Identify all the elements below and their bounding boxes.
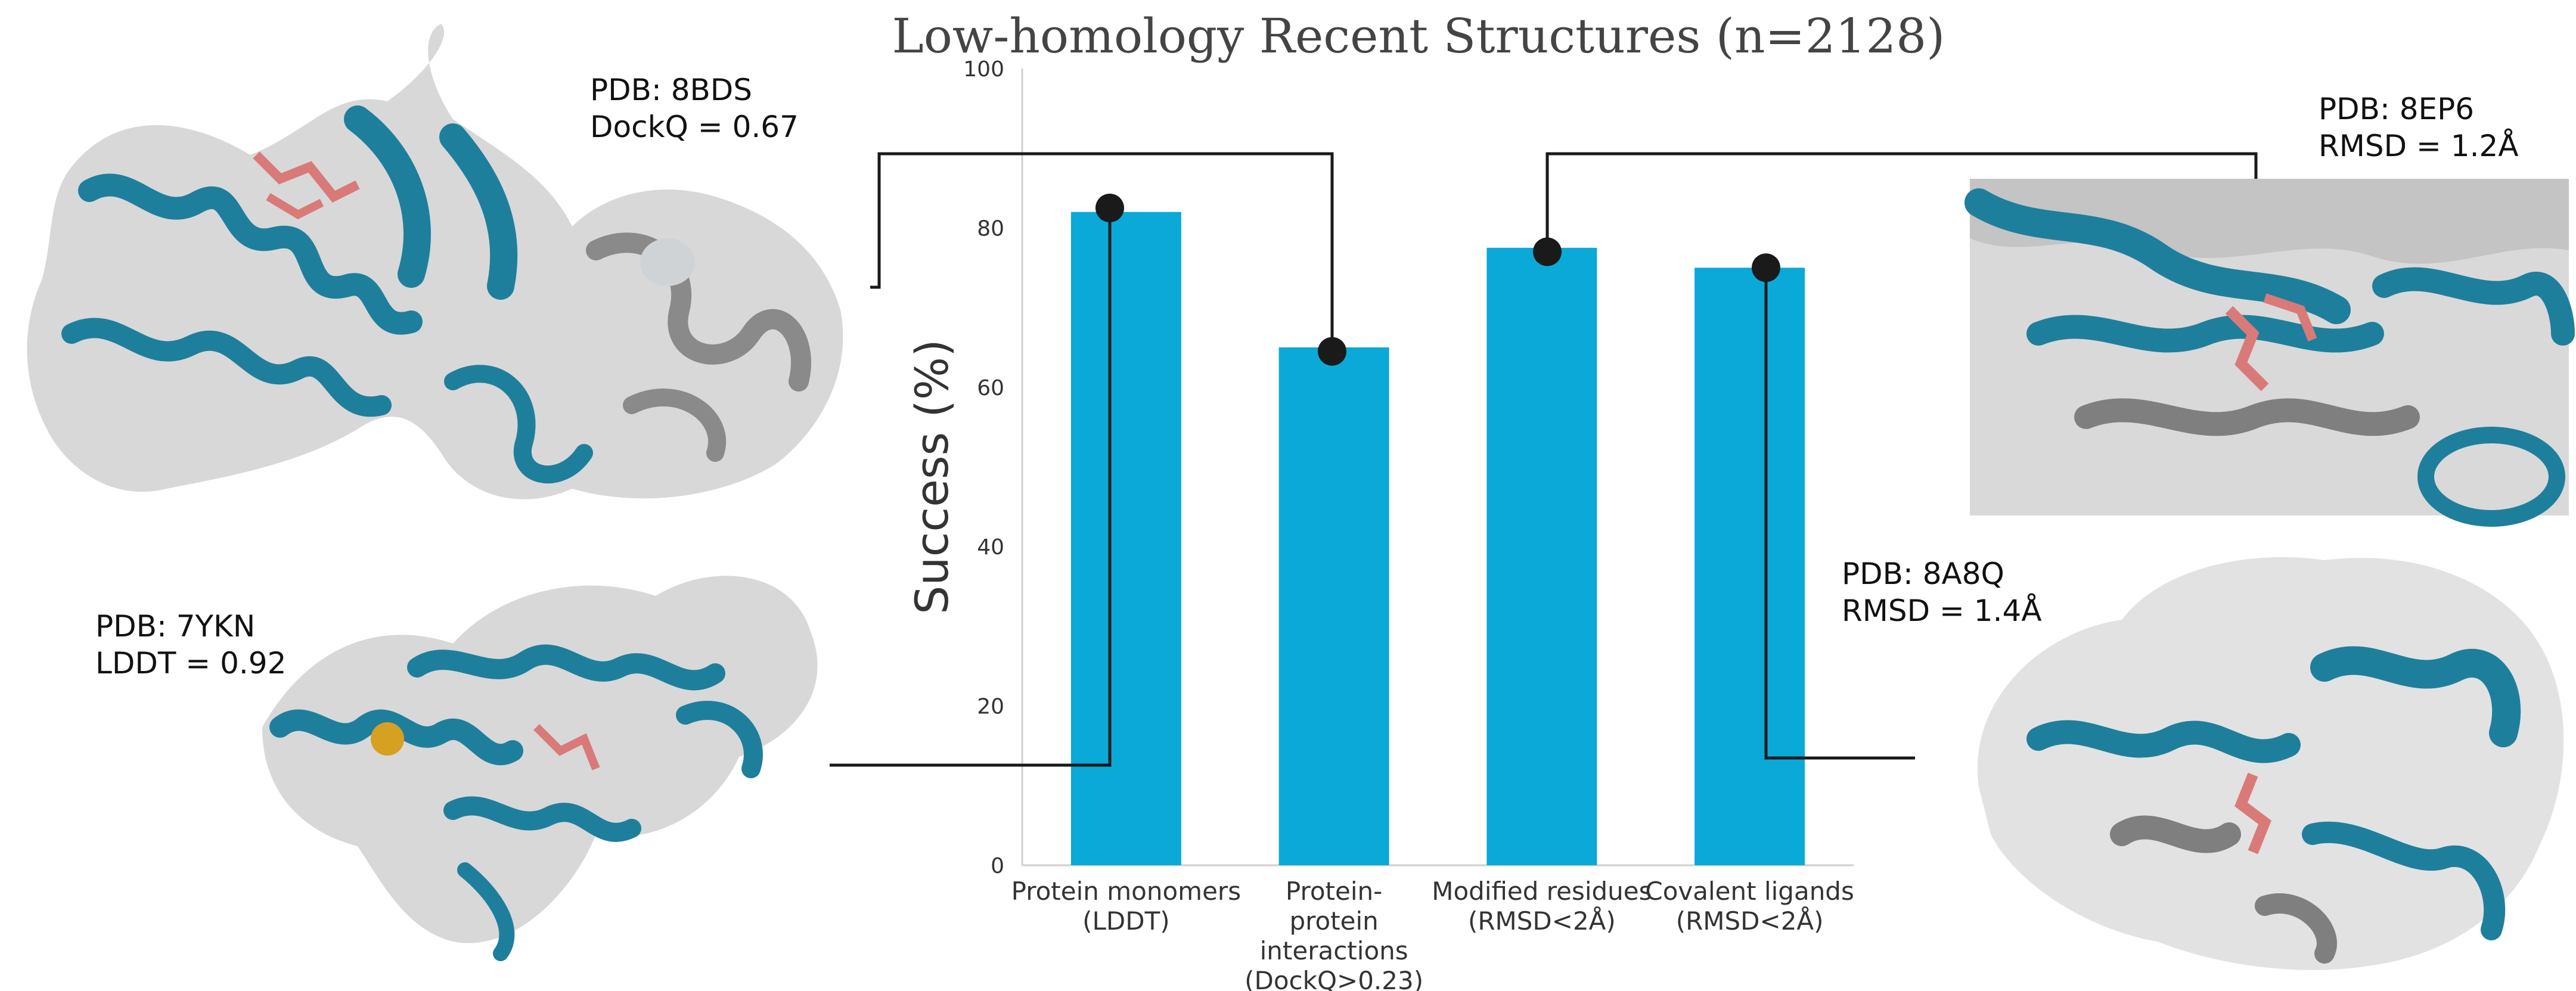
structure-image-8ep6 (1964, 179, 2575, 527)
marker-dot (1533, 237, 1562, 266)
pdb-id-label: PDB: 7YKN (95, 609, 255, 644)
structure-image-8a8q (1977, 557, 2564, 970)
bar (1486, 247, 1597, 866)
y-tick-label: 60 (977, 376, 1004, 400)
category-label: Modified residues (RMSD<2Å) (1432, 877, 1652, 936)
pdb-id-label: PDB: 8A8Q (1842, 557, 2004, 591)
bar (1278, 347, 1389, 865)
chart-title: Low-homology Recent Structures (n=2128) (892, 8, 1945, 64)
bars (1070, 212, 1805, 866)
marker-dot (1752, 253, 1780, 282)
marker-dot (1318, 337, 1346, 366)
example-8bds: PDB: 8BDS DockQ = 0.67 (590, 73, 799, 144)
pdb-id-label: PDB: 8EP6 (2319, 92, 2474, 126)
pdb-id-label: PDB: 8BDS (590, 73, 752, 107)
category-label: Protein-protein interactions (DockQ>0.23) (1244, 877, 1423, 991)
y-tick-label: 0 (991, 854, 1004, 878)
metric-label: RMSD = 1.2Å (2319, 129, 2519, 163)
y-axis-label: Success (%) (905, 339, 958, 614)
connector-line (1545, 152, 2258, 252)
category-label: Covalent ligands (RMSD<2Å) (1645, 877, 1854, 936)
example-8ep6: PDB: 8EP6 RMSD = 1.2Å (2319, 92, 2519, 163)
y-tick-label: 80 (977, 216, 1004, 241)
category-label: Protein monomers (LDDT) (1011, 877, 1241, 936)
connector-line (830, 207, 1112, 767)
structure-image-8bds (27, 24, 843, 499)
metric-label: RMSD = 1.4Å (1842, 594, 2042, 628)
metric-label: DockQ = 0.67 (590, 110, 799, 144)
example-8a8q: PDB: 8A8Q RMSD = 1.4Å (1842, 557, 2042, 628)
category-labels: Protein monomers (LDDT)Protein-protein int… (1011, 877, 1854, 991)
metric-label: LDDT = 0.92 (95, 646, 286, 681)
marker-dot (1095, 193, 1124, 222)
bar-chart: Low-homology Recent Structures (n=2128) … (892, 8, 1945, 991)
y-tick-label: 100 (963, 57, 1004, 82)
connector-line (1764, 268, 1915, 760)
y-axis-ticks: 0 20 40 60 80 100 (963, 57, 1004, 878)
structure-image-7ykn (262, 576, 818, 961)
connector-line (870, 152, 1334, 352)
bar (1070, 212, 1181, 865)
connector-lines (830, 152, 2258, 767)
y-tick-label: 40 (977, 535, 1004, 560)
y-tick-label: 20 (977, 695, 1004, 719)
bar-markers (1095, 193, 1780, 366)
example-7ykn: PDB: 7YKN LDDT = 0.92 (95, 609, 286, 681)
bar (1694, 268, 1805, 865)
